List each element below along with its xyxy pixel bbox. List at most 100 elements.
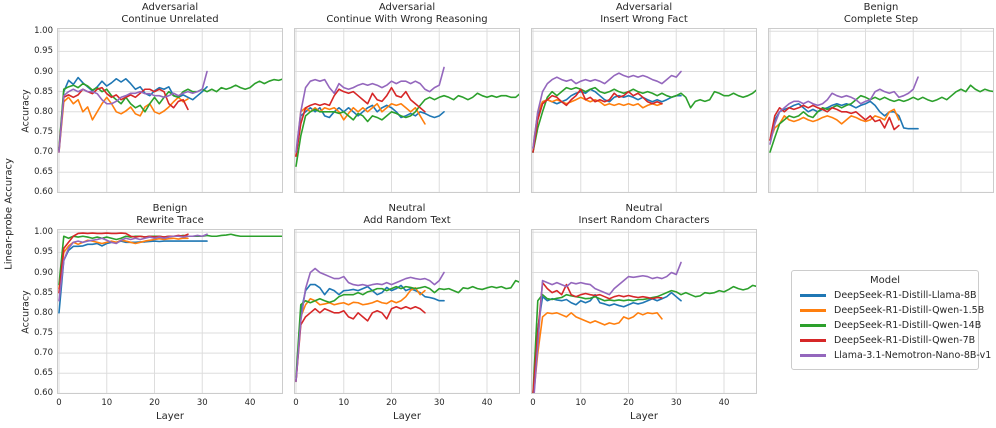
legend-entries: DeepSeek-R1-Distill-Llama-8B DeepSeek-R1-… xyxy=(800,288,991,363)
subplot-title-benign-complete-step: Benign Complete Step xyxy=(843,2,919,25)
y-tick-label: 0.65 xyxy=(34,167,53,178)
legend-line-swatch xyxy=(800,309,826,312)
y-tick-label: 0.60 xyxy=(34,388,53,399)
x-tick-label: 0 xyxy=(530,398,536,408)
plot-area-benign-rewrite-trace xyxy=(57,229,283,394)
axes-border xyxy=(294,229,520,394)
subplot-title-benign-rewrite-trace: Benign Rewrite Trace xyxy=(136,203,204,226)
plot-area-neutral-add-random-text xyxy=(294,229,520,394)
line-deepseek-r1-distill-llama-8b xyxy=(532,291,682,394)
x-tick-label: 30 xyxy=(196,398,208,408)
y-tick-label: 0.90 xyxy=(34,267,53,278)
y-tick-label: 1.00 xyxy=(34,26,53,37)
y-tick-label: 0.95 xyxy=(34,247,53,258)
legend-entry-label: DeepSeek-R1-Distill-Qwen-1.5B xyxy=(834,305,985,316)
y-tick-label: 0.85 xyxy=(34,287,53,298)
plot-area-neutral-insert-random-characters xyxy=(531,229,757,394)
plot-area-adversarial-continue-unrelated xyxy=(57,28,283,193)
plot-area-benign-complete-step xyxy=(768,28,994,193)
line-deepseek-r1-distill-llama-8b xyxy=(532,88,682,153)
line-deepseek-r1-distill-qwen-14b xyxy=(769,84,994,153)
line-deepseek-r1-distill-qwen-1-5b xyxy=(769,108,900,141)
plot-area-adversarial-continue-with-wrong-reasoning xyxy=(294,28,520,193)
legend-entry-label: DeepSeek-R1-Distill-Qwen-14B xyxy=(834,320,982,331)
plot-area-adversarial-insert-wrong-fact xyxy=(531,28,757,193)
shared-y-axis-label: Linear-probe Accuracy xyxy=(3,158,15,270)
line-deepseek-r1-distill-qwen-14b xyxy=(295,92,520,168)
line-deepseek-r1-distill-qwen-14b xyxy=(532,86,757,153)
line-deepseek-r1-distill-llama-8b xyxy=(295,104,445,157)
line-deepseek-r1-distill-qwen-1-5b xyxy=(58,96,189,153)
line-llama-3-1-nemotron-nano-8b-v1 xyxy=(295,267,445,383)
y-tick-label: 0.95 xyxy=(34,46,53,57)
x-tick-label: 20 xyxy=(386,398,397,408)
x-tick-label: 40 xyxy=(244,398,256,408)
line-deepseek-r1-distill-qwen-1-5b xyxy=(295,287,426,383)
x-axis-label-layer: Layer xyxy=(156,411,184,422)
line-deepseek-r1-distill-qwen-14b xyxy=(295,279,520,379)
x-axis-label-layer: Layer xyxy=(393,411,421,422)
legend-title: Model xyxy=(869,275,901,286)
line-llama-3-1-nemotron-nano-8b-v1 xyxy=(58,70,208,153)
legend-entry-label: Llama-3.1-Nemotron-Nano-8B-v1 xyxy=(834,350,992,361)
subplot-title-neutral-add-random-text: Neutral Add Random Text xyxy=(363,203,451,226)
legend-line-swatch xyxy=(800,324,826,327)
x-axis-label-layer: Layer xyxy=(630,411,658,422)
y-tick-label: 0.75 xyxy=(34,328,53,338)
line-deepseek-r1-distill-qwen-14b xyxy=(532,284,757,394)
line-deepseek-r1-distill-qwen-7b xyxy=(769,104,900,141)
line-deepseek-r1-distill-qwen-7b xyxy=(532,88,663,153)
line-llama-3-1-nemotron-nano-8b-v1 xyxy=(295,66,445,153)
x-tick-label: 0 xyxy=(56,398,62,408)
x-tick-label: 10 xyxy=(101,398,113,408)
legend-line-swatch xyxy=(800,354,826,357)
axes-border xyxy=(531,28,757,193)
line-deepseek-r1-distill-llama-8b xyxy=(58,240,208,314)
line-deepseek-r1-distill-qwen-7b xyxy=(58,232,189,294)
legend-line-swatch xyxy=(800,339,826,342)
axes-border xyxy=(57,229,283,394)
legend-entry-deepseek-r1-distill-qwen-14b: DeepSeek-R1-Distill-Qwen-14B xyxy=(800,318,981,333)
legend-entry-label: DeepSeek-R1-Distill-Llama-8B xyxy=(834,290,977,301)
line-llama-3-1-nemotron-nano-8b-v1 xyxy=(532,70,682,149)
y-tick-label: 0.60 xyxy=(34,187,53,198)
legend-entry-label: DeepSeek-R1-Distill-Qwen-7B xyxy=(834,335,976,346)
line-deepseek-r1-distill-qwen-7b xyxy=(58,86,189,151)
line-llama-3-1-nemotron-nano-8b-v1 xyxy=(58,233,208,302)
legend-entry-deepseek-r1-distill-qwen-7b: DeepSeek-R1-Distill-Qwen-7B xyxy=(800,333,975,348)
axes-border xyxy=(768,28,994,193)
x-tick-label: 10 xyxy=(575,398,587,408)
y-tick-label: 0.90 xyxy=(34,66,53,77)
line-deepseek-r1-distill-llama-8b xyxy=(769,100,919,141)
y-tick-label: 0.85 xyxy=(34,86,53,97)
legend-line-swatch xyxy=(800,294,826,297)
y-tick-label: 0.70 xyxy=(34,147,53,158)
y-axis-label-accuracy: Accuracy xyxy=(20,88,32,133)
axes-border xyxy=(57,28,283,193)
legend-entry-llama-3-1-nemotron-nano-8b-v1: Llama-3.1-Nemotron-Nano-8B-v1 xyxy=(800,348,991,363)
x-tick-label: 30 xyxy=(433,398,445,408)
y-tick-label: 0.70 xyxy=(34,348,53,359)
y-tick-label: 0.80 xyxy=(34,307,53,318)
x-tick-label: 40 xyxy=(481,398,493,408)
legend-entry-deepseek-r1-distill-llama-8b: DeepSeek-R1-Distill-Llama-8B xyxy=(800,288,977,303)
line-deepseek-r1-distill-qwen-1-5b xyxy=(532,312,663,394)
line-deepseek-r1-distill-qwen-7b xyxy=(295,305,426,383)
line-deepseek-r1-distill-qwen-7b xyxy=(532,281,663,394)
axes-border xyxy=(294,28,520,193)
x-tick-label: 0 xyxy=(293,398,299,408)
x-tick-label: 40 xyxy=(718,398,730,408)
line-deepseek-r1-distill-qwen-1-5b xyxy=(532,96,663,149)
line-deepseek-r1-distill-qwen-1-5b xyxy=(58,237,189,290)
y-tick-label: 0.80 xyxy=(34,106,53,117)
line-deepseek-r1-distill-qwen-7b xyxy=(295,86,426,157)
x-tick-label: 20 xyxy=(623,398,634,408)
line-llama-3-1-nemotron-nano-8b-v1 xyxy=(533,261,682,394)
axes-border xyxy=(531,229,757,394)
x-tick-label: 30 xyxy=(670,398,682,408)
line-deepseek-r1-distill-llama-8b xyxy=(58,76,208,151)
x-tick-label: 20 xyxy=(149,398,160,408)
subplot-title-adversarial-continue-with-wrong-reasoning: Adversarial Continue With Wrong Reasonin… xyxy=(326,2,488,25)
subplot-title-adversarial-insert-wrong-fact: Adversarial Insert Wrong Fact xyxy=(600,2,688,25)
